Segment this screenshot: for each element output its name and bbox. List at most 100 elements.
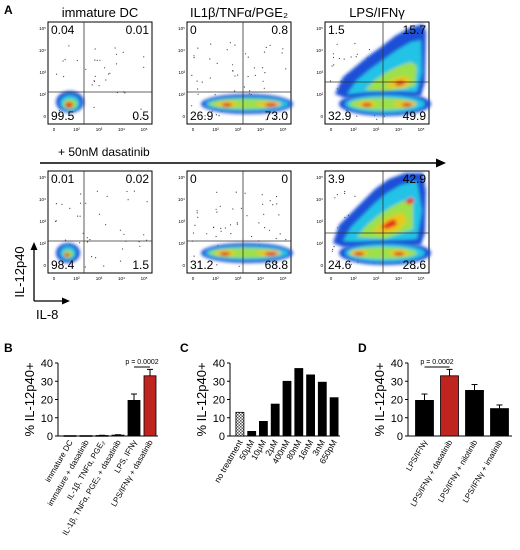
event-dot <box>244 192 246 194</box>
bar <box>127 399 141 437</box>
event-dot <box>229 42 231 44</box>
event-dot <box>146 201 148 203</box>
bar <box>415 399 434 437</box>
y-tick-label: 10⁵ <box>316 26 323 31</box>
bar <box>111 434 125 437</box>
event-dot <box>79 215 81 217</box>
y-tick-label: 10⁵ <box>39 26 46 31</box>
y-tick-label: 0 <box>182 114 185 119</box>
y-tick-label: 40 <box>391 358 403 370</box>
bar <box>465 389 484 437</box>
y-tick-label: 10² <box>316 92 323 97</box>
event-dot <box>124 92 126 94</box>
x-tick-label: 10² <box>212 127 219 132</box>
bar <box>247 430 257 437</box>
event-dot <box>269 44 271 46</box>
y-tick-label: 0 <box>219 431 225 443</box>
event-dot <box>350 56 352 58</box>
y-tick-label: 30 <box>213 376 225 388</box>
flow-plot-3: 1.5 15.7 32.9 49.9 10⁵ 10⁴ 10³ 10² 0 0 10² 10³ 10⁴ 10… <box>316 21 431 132</box>
event-dot <box>93 106 95 108</box>
event-dot <box>79 242 81 244</box>
bar <box>317 381 327 437</box>
event-dot <box>336 260 338 262</box>
event-dot <box>194 224 196 226</box>
density-blob <box>362 103 372 107</box>
event-dot <box>63 76 65 78</box>
event-dot <box>232 208 234 210</box>
x-tick-label: 10⁴ <box>395 127 402 132</box>
event-dot <box>196 212 198 214</box>
event-dot <box>268 229 271 231</box>
event-dot <box>196 80 198 82</box>
event-dot <box>197 47 199 49</box>
axis-indicator-y-head <box>30 242 38 250</box>
event-dot <box>218 115 220 117</box>
y-tick-label: 0 <box>43 263 46 268</box>
event-dot <box>96 59 98 62</box>
flow-plot-6: 3.9 42.9 24.6 28.6 10⁵ 10⁴ 10³ 10² 0 0 10² 10³ 10⁴ 10… <box>316 170 431 281</box>
y-tick-label: 10⁴ <box>39 48 46 53</box>
event-dot <box>229 224 232 226</box>
quadrant-lower-left: 99.5 <box>51 109 75 123</box>
y-tick-label: 0 <box>320 263 323 268</box>
x-tick-label: 10⁵ <box>280 127 287 132</box>
bar <box>282 380 292 437</box>
y-tick-label: 10 <box>391 413 403 425</box>
x-tick-label: 10³ <box>373 276 380 281</box>
event-dot <box>109 72 111 74</box>
event-dot <box>61 203 63 205</box>
event-dot <box>263 51 266 53</box>
event-dot <box>356 53 358 55</box>
event-dot <box>127 199 129 201</box>
bar <box>79 435 93 437</box>
event-dot <box>275 262 277 264</box>
event-dot <box>141 117 143 119</box>
event-dot <box>245 53 247 55</box>
y-tick-label: 10² <box>39 92 46 97</box>
event-dot <box>236 222 238 224</box>
quadrant-upper-right: 0.8 <box>271 23 288 37</box>
event-dot <box>133 190 135 192</box>
y-tick-label: 10² <box>39 241 46 246</box>
density-blobs <box>56 243 80 263</box>
y-axis-label: % IL-12p40+ <box>194 362 209 436</box>
bar <box>235 411 245 437</box>
quadrant-upper-right: 15.7 <box>403 23 427 37</box>
event-dot <box>193 57 195 59</box>
y-tick-label: 10⁴ <box>178 48 185 53</box>
quadrant-upper-right: 0.02 <box>126 172 150 186</box>
event-dot <box>96 190 98 192</box>
event-dot <box>344 216 346 219</box>
event-dot <box>333 64 335 66</box>
y-tick-label: 10³ <box>178 70 185 75</box>
event-dot <box>119 229 121 231</box>
x-tick-label: 10⁵ <box>418 276 425 281</box>
event-dot <box>108 73 110 75</box>
event-dot <box>122 51 124 53</box>
x-tick-label: 10² <box>212 276 219 281</box>
panel-letter: D <box>358 341 367 355</box>
event-dot <box>331 250 333 252</box>
category-label: no treatment <box>212 437 245 484</box>
x-tick-label: 10⁴ <box>257 276 264 281</box>
event-dot <box>216 264 218 266</box>
event-dot <box>212 226 215 229</box>
event-dot <box>417 266 419 268</box>
flow-plots: 0.04 0.01 99.5 0.5 10⁵ 10⁴ 10³ 10² 0 0 10² 10³ 10⁴ 10… <box>39 21 431 281</box>
event-dot <box>126 190 128 193</box>
event-dot <box>235 191 237 193</box>
event-dot <box>82 232 84 234</box>
bar <box>143 375 157 437</box>
quadrant-lower-right: 28.6 <box>403 258 427 272</box>
axis-indicator-y-label: IL-12p40 <box>12 246 27 297</box>
bar <box>294 368 304 437</box>
bar <box>440 375 459 437</box>
event-dot <box>61 263 63 265</box>
event-dot <box>198 261 200 263</box>
event-dot <box>69 207 71 209</box>
event-dot <box>206 233 208 235</box>
event-dot <box>209 77 211 79</box>
density-blob <box>394 252 404 256</box>
